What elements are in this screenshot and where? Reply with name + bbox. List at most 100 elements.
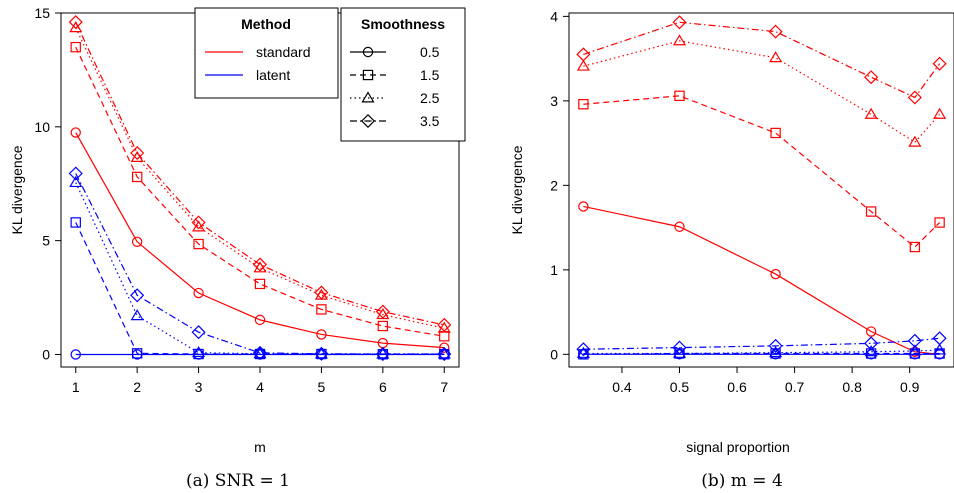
panel-a-series-standard-1_5-point — [70, 41, 81, 53]
panel-a-x-tick-label: 7 — [440, 379, 448, 395]
panel-a-series-latent-2_5-point — [437, 347, 451, 359]
panel-a-series-standard-0_5-point — [193, 287, 204, 299]
panel-b-series-standard-1_5-point — [674, 90, 685, 101]
panel-b-series-latent-3_5-point — [864, 336, 879, 351]
panel-a-y-tick-label: 5 — [42, 233, 50, 249]
panel-b-series-latent-1_5-point — [770, 348, 781, 359]
panel-a-x-tick-label: 1 — [72, 379, 80, 395]
panel-b-series-standard-1_5-point — [770, 127, 781, 139]
panel-b-series-latent-1_5-point — [578, 349, 589, 360]
panel-a-series-layer — [68, 15, 452, 362]
panel-b-series-latent-2_5-line — [583, 349, 940, 355]
panel-a-series-latent-2_5-point — [376, 347, 390, 359]
panel-a-series-latent-2_5-point — [192, 345, 206, 358]
panel-a-series-standard-0_5-point — [131, 236, 143, 247]
legend-smoothness-label: 0.5 — [420, 44, 440, 60]
panel-a-series-latent-0_5-point — [70, 349, 81, 360]
panel-b-y-axis-title: KL divergence — [509, 145, 525, 234]
panel-b-series-standard-0_5-line — [583, 205, 940, 355]
legend-method-standard-label: standard — [256, 44, 310, 60]
panel-a-series-latent-3_5-point — [437, 346, 452, 362]
panel-a-series-standard-1_5-point — [316, 304, 327, 315]
panel-b-series-standard-3_5-point — [768, 24, 783, 39]
panel-a-series-standard-2_5-point — [253, 261, 267, 273]
legend-smoothness-title: Smoothness — [361, 16, 445, 32]
panel-a-x-tick-label: 2 — [133, 379, 141, 395]
panel-b-x-tick-label: 0.7 — [785, 379, 805, 395]
panel-b-x-tick-label: 0.9 — [900, 379, 920, 395]
panel-a-y-tick-label: 10 — [34, 119, 50, 135]
panel-b-x-axis-title: signal proportion — [686, 439, 790, 455]
panel-a-y-tick-label: 15 — [34, 5, 50, 21]
panel-a-series-standard-3_5-point — [375, 304, 390, 319]
panel-b-series-standard-1_5-point — [934, 217, 945, 228]
legend-smoothness-label: 2.5 — [420, 90, 440, 106]
panel-b-x-tick-label: 0.4 — [612, 379, 632, 395]
panel-b-series-standard-1_5-point — [909, 241, 921, 253]
panel-a-series-latent-2_5-point — [130, 309, 144, 321]
panel-a-series-standard-3_5-point — [314, 285, 329, 300]
panel-b-y-tick-label: 1 — [550, 262, 558, 278]
panel-b-x-tick-label: 0.5 — [670, 379, 690, 395]
panel-a-series-latent-2_5-point — [314, 347, 328, 359]
legend-smoothness-swatch-marker — [362, 69, 374, 81]
panel-a-series-latent-3_5-line — [75, 173, 445, 355]
panel-b-y-tick-label: 4 — [550, 8, 558, 24]
panel-b-series-standard-1_5-point — [578, 99, 589, 110]
panel-b-series-standard-2_5-point — [864, 107, 878, 119]
panel-a-series-standard-1_5-point — [193, 238, 204, 250]
panel-b-series-latent-3_5-point — [672, 340, 687, 355]
legend-smoothness-swatch-marker — [360, 113, 376, 129]
legend-method: Method standard latent — [194, 7, 339, 99]
panel-a-chart: 0 5 10 15 1 2 3 4 5 6 7 KL divergence m Method st… — [9, 5, 466, 491]
panel-b-series-latent-3_5-point — [576, 342, 591, 357]
panel-b-series-latent-3_5-point — [768, 338, 783, 353]
panel-b-y-tick-label: 0 — [550, 346, 558, 362]
panel-a-series-latent-3_5-point — [314, 346, 329, 361]
panel-b-y-tick-label: 2 — [550, 177, 558, 193]
panel-b-series-latent-2_5-point — [933, 343, 947, 355]
panel-a-series-standard-0_5-point — [254, 314, 266, 326]
panel-b-series-standard-3_5-point — [932, 56, 947, 71]
panel-a-series-standard-0_5-point — [316, 329, 327, 340]
panel-a-series-standard-1_5-point — [254, 278, 266, 290]
panel-b-series-latent-2_5-point — [769, 345, 783, 358]
panel-b-series-standard-2_5-point — [933, 107, 947, 119]
legend-method-box — [194, 7, 339, 99]
panel-b-series-standard-3_5-point — [907, 90, 922, 105]
panel-b-x-axis: 0.4 0.5 0.6 0.7 0.8 0.9 — [612, 367, 920, 395]
panel-b-chart: 0 1 2 3 4 0.4 0.5 0.6 0.7 0.8 0.9 KL divergence s… — [509, 8, 954, 491]
legend-smoothness-swatch-marker — [361, 91, 375, 103]
panel-b-series-latent-3_5-point — [907, 333, 922, 348]
panel-b-series-latent-2_5-point — [864, 345, 878, 357]
panel-b-series-standard-3_5-point — [672, 15, 687, 30]
panel-a-series-standard-1_5-line — [75, 46, 445, 337]
legend-smoothness-rows: 0.5 1.5 2.5 3.5 — [350, 44, 440, 129]
panel-a-series-latent-3_5-point — [252, 345, 268, 360]
panel-b-series-latent-3_5-line — [583, 337, 940, 350]
legend-smoothness: Smoothness 0.5 1.5 2.5 3.5 — [340, 7, 466, 142]
panel-b-series-standard-2_5-line — [583, 40, 941, 144]
panel-a-y-axis: 0 5 10 15 — [34, 5, 61, 362]
panel-a-series-latent-3_5-point — [130, 288, 145, 303]
panel-b-y-tick-label: 3 — [550, 93, 558, 109]
panel-a-y-tick-label: 0 — [42, 346, 50, 362]
panel-a-series-standard-0_5-point — [439, 342, 450, 353]
panel-a-series-latent-3_5-point — [375, 346, 390, 362]
panel-b-series-standard-2_5-point — [908, 135, 922, 147]
panel-b-series-latent-2_5-point — [672, 346, 687, 358]
panel-b-series-standard-2_5-point — [576, 59, 590, 71]
panel-a-series-latent-3_5-point — [68, 166, 83, 181]
panel-a-series-standard-0_5-point — [70, 127, 81, 138]
panel-a-series-latent-1_5-point — [131, 348, 143, 359]
panel-b-series-standard-0_5-point — [578, 201, 589, 212]
panel-b-series-latent-2_5-point — [908, 344, 922, 356]
panel-a-series-standard-3_5-point — [437, 317, 452, 332]
panel-a-x-axis: 1 2 3 4 5 6 7 — [72, 367, 448, 395]
panel-b-y-axis: 0 1 2 3 4 — [550, 8, 569, 362]
panel-b-series-layer — [576, 15, 947, 360]
panel-b-series-standard-2_5-point — [769, 51, 783, 63]
panel-b-series-standard-1_5-point — [865, 206, 877, 217]
panel-a-x-tick-label: 5 — [318, 379, 326, 395]
panel-a-y-axis-title: KL divergence — [9, 145, 25, 234]
